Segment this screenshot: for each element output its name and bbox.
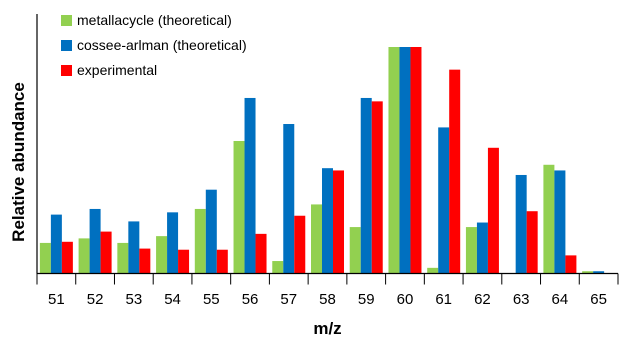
x-tick-label: 54 [164, 291, 181, 308]
bar-metallacycle-52 [78, 238, 90, 274]
bar-experimental-60 [410, 47, 422, 274]
bar-cossee-arlman-57 [283, 124, 295, 274]
bar-cossee-arlman-58 [322, 168, 333, 274]
x-tick-label: 56 [242, 291, 259, 308]
bar-cossee-arlman-61 [438, 127, 450, 274]
bar-experimental-54 [178, 249, 190, 274]
x-tick-label: 65 [590, 291, 607, 308]
bar-metallacycle-55 [194, 208, 206, 274]
bar-metallacycle-62 [465, 227, 477, 274]
bar-experimental-64 [565, 255, 577, 274]
bar-experimental-57 [294, 215, 306, 274]
legend-swatch [61, 40, 72, 51]
bar-metallacycle-54 [156, 236, 168, 274]
bar-metallacycle-65 [582, 271, 594, 274]
bar-cossee-arlman-54 [167, 212, 179, 274]
x-tick-label: 61 [435, 291, 452, 308]
bar-metallacycle-60 [388, 47, 400, 274]
x-tick-label: 62 [474, 291, 491, 308]
bar-cossee-arlman-65 [593, 271, 605, 274]
x-tick-label: 60 [397, 291, 414, 308]
bar-cossee-arlman-59 [360, 97, 372, 274]
bar-experimental-58 [333, 170, 344, 274]
bar-metallacycle-61 [427, 267, 439, 274]
bar-cossee-arlman-63 [515, 174, 527, 274]
bar-experimental-59 [371, 101, 383, 274]
bar-metallacycle-53 [117, 242, 129, 274]
bar-cossee-arlman-51 [50, 214, 62, 274]
bar-cossee-arlman-60 [399, 47, 411, 274]
bar-cossee-arlman-62 [476, 222, 488, 274]
legend-swatch [61, 15, 72, 26]
bar-experimental-53 [139, 248, 151, 274]
x-tick-label: 57 [280, 291, 297, 308]
x-axis-label: m/z [313, 319, 341, 338]
bar-cossee-arlman-53 [128, 221, 140, 274]
x-tick-label: 63 [513, 291, 530, 308]
x-tick-label: 52 [87, 291, 104, 308]
bars-group [39, 47, 605, 274]
bar-metallacycle-56 [233, 141, 245, 274]
bar-cossee-arlman-56 [244, 97, 256, 274]
bar-metallacycle-64 [543, 164, 555, 274]
bar-experimental-56 [255, 233, 267, 274]
x-tick-label: 59 [358, 291, 375, 308]
legend-label: metallacycle (theoretical) [77, 12, 232, 28]
bar-experimental-55 [216, 249, 228, 274]
legend-label: experimental [77, 62, 157, 78]
bar-experimental-63 [526, 211, 538, 274]
bar-cossee-arlman-55 [205, 189, 217, 274]
x-tick-label: 51 [48, 291, 65, 308]
legend-label: cossee-arlman (theoretical) [77, 37, 247, 53]
x-ticks-group: 51 52 53 54 55 56 57 58 59 60 61 62 63 64 65 [36, 273, 619, 308]
bar-experimental-61 [449, 69, 461, 274]
bar-metallacycle-59 [349, 227, 361, 274]
y-axis-label: Relative abundance [9, 82, 28, 242]
legend-swatch [61, 65, 72, 76]
bar-metallacycle-57 [272, 261, 284, 274]
bar-metallacycle-51 [39, 242, 51, 274]
x-tick-label: 58 [319, 291, 336, 308]
bar-cossee-arlman-52 [89, 208, 101, 274]
bar-experimental-62 [487, 147, 499, 274]
bar-experimental-52 [100, 231, 112, 274]
legend: metallacycle (theoretical) cossee-arlman … [61, 12, 247, 78]
x-tick-label: 64 [552, 291, 569, 308]
bar-experimental-51 [61, 241, 73, 274]
bar-cossee-arlman-64 [554, 170, 566, 274]
x-tick-label: 53 [125, 291, 142, 308]
x-tick-label: 55 [203, 291, 220, 308]
bar-metallacycle-58 [311, 204, 322, 274]
